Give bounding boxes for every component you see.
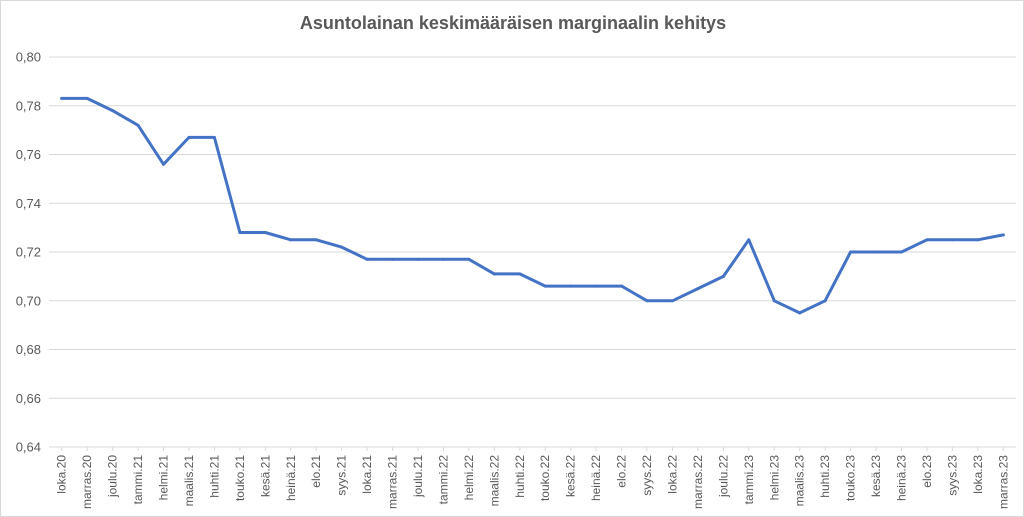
data-point xyxy=(569,284,573,288)
data-point xyxy=(543,284,547,288)
data-point xyxy=(976,238,980,242)
data-point xyxy=(645,299,649,303)
x-tick-label: helmi.21 xyxy=(157,455,171,501)
data-point xyxy=(518,272,522,276)
data-point xyxy=(849,250,853,254)
x-tick-label: heinä.23 xyxy=(894,455,908,501)
y-tick-label: 0,64 xyxy=(16,440,41,455)
y-tick-label: 0,66 xyxy=(16,391,41,406)
x-tick-label: kesä.23 xyxy=(869,455,883,497)
x-tick-label: marras.20 xyxy=(80,455,94,509)
y-tick-label: 0,80 xyxy=(16,50,41,65)
x-axis-ticks: loka.20 marras.20 joulu.20 tammi.21 helmi.21… xyxy=(55,447,1010,509)
x-tick-label: tammi.21 xyxy=(131,455,145,505)
series-layer xyxy=(60,96,1005,315)
x-tick-label: touko.23 xyxy=(844,455,858,501)
data-point xyxy=(187,135,191,139)
x-tick-label: heinä.21 xyxy=(284,455,298,501)
x-tick-label: tammi.23 xyxy=(742,455,756,505)
x-tick-label: helmi.22 xyxy=(462,455,476,501)
data-point xyxy=(696,287,700,291)
data-point xyxy=(823,299,827,303)
x-tick-label: elo.21 xyxy=(309,455,323,488)
x-tick-label: kesä.21 xyxy=(258,455,272,497)
x-tick-label: helmi.23 xyxy=(767,455,781,501)
data-point xyxy=(670,299,674,303)
y-tick-label: 0,68 xyxy=(16,342,41,357)
data-point xyxy=(467,257,471,261)
data-point xyxy=(747,238,751,242)
data-point xyxy=(620,284,624,288)
chart-title: Asuntolainan keskimääräisen marginaalin … xyxy=(299,13,727,33)
x-tick-label: syys.21 xyxy=(335,455,349,496)
x-tick-label: huhti.22 xyxy=(513,455,527,498)
data-point xyxy=(60,96,64,100)
x-tick-label: touko.22 xyxy=(538,455,552,501)
x-tick-label: loka.20 xyxy=(55,455,69,494)
x-tick-label: elo.23 xyxy=(920,455,934,488)
data-point xyxy=(874,250,878,254)
data-point xyxy=(798,311,802,315)
y-tick-label: 0,72 xyxy=(16,245,41,260)
x-tick-label: heinä.22 xyxy=(589,455,603,501)
data-point xyxy=(314,238,318,242)
data-point xyxy=(263,231,267,234)
x-tick-label: kesä.22 xyxy=(564,455,578,497)
data-point xyxy=(899,250,903,254)
series-line xyxy=(60,96,1005,315)
x-tick-label: maalis.21 xyxy=(182,455,196,507)
data-point xyxy=(492,272,496,276)
data-point xyxy=(85,96,89,100)
x-tick-label: marras.22 xyxy=(691,455,705,509)
x-tick-label: loka.22 xyxy=(665,455,679,494)
data-point xyxy=(925,238,929,242)
y-tick-label: 0,70 xyxy=(16,293,41,308)
data-point xyxy=(289,238,293,242)
data-point xyxy=(416,257,420,261)
data-point xyxy=(365,257,369,261)
x-tick-label: maalis.23 xyxy=(793,455,807,507)
x-tick-label: loka.23 xyxy=(971,455,985,494)
x-tick-label: maalis.22 xyxy=(487,455,501,507)
x-tick-label: huhti.21 xyxy=(207,455,221,498)
x-tick-label: syys.22 xyxy=(640,455,654,496)
data-point xyxy=(441,257,445,261)
data-point xyxy=(212,135,216,139)
data-point xyxy=(1001,233,1005,237)
data-point xyxy=(391,257,395,261)
x-tick-label: joulu.20 xyxy=(106,455,120,498)
data-point xyxy=(721,274,725,278)
x-tick-label: tammi.22 xyxy=(436,455,450,505)
x-tick-label: marras.21 xyxy=(386,455,400,509)
data-point xyxy=(594,284,598,288)
data-point xyxy=(950,238,954,242)
x-tick-label: touko.21 xyxy=(233,455,247,501)
data-point xyxy=(238,231,242,234)
data-point xyxy=(340,245,344,249)
data-point xyxy=(136,123,140,127)
y-tick-label: 0,76 xyxy=(16,147,41,162)
data-point xyxy=(162,162,166,166)
x-tick-label: elo.22 xyxy=(615,455,629,488)
y-tick-label: 0,78 xyxy=(16,98,41,113)
x-tick-label: marras.23 xyxy=(996,455,1010,509)
x-tick-label: joulu.22 xyxy=(716,455,730,498)
x-tick-label: loka.21 xyxy=(360,455,374,494)
data-point xyxy=(772,299,776,303)
data-point xyxy=(111,109,115,113)
x-tick-label: huhti.23 xyxy=(818,455,832,498)
x-tick-label: syys.23 xyxy=(945,455,959,496)
y-tick-label: 0,74 xyxy=(16,196,41,211)
gridlines xyxy=(49,56,1016,448)
x-tick-label: joulu.21 xyxy=(411,455,425,498)
y-axis-ticks: 0,64 0,66 0,68 0,70 0,72 0,74 0,76 0,78 0,80 xyxy=(16,50,41,455)
